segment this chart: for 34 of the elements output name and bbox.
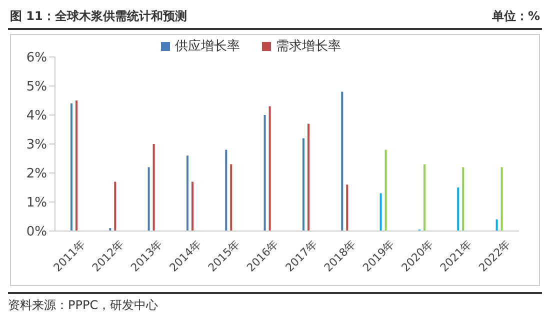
bar [268, 106, 271, 231]
chart-title: 图 11：全球木浆供需统计和预测 [10, 8, 187, 25]
bar [70, 103, 72, 231]
bar [148, 167, 150, 231]
bar [225, 150, 228, 231]
legend-label: 需求增长率 [275, 38, 341, 55]
bar [230, 164, 232, 231]
bar [341, 92, 344, 231]
bar [152, 144, 155, 231]
chart-subtitle: 单位：% [492, 8, 540, 25]
bar [191, 182, 194, 231]
bar [75, 100, 78, 231]
bar [264, 115, 266, 231]
bar [423, 164, 426, 231]
bar [114, 182, 116, 231]
y-tick-label: 2% [26, 166, 47, 182]
legend-label: 供应增长率 [174, 38, 240, 55]
bar [346, 184, 348, 231]
y-tick-label: 4% [26, 108, 47, 124]
bar [307, 124, 310, 231]
bar [462, 167, 464, 231]
y-tick-label: 6% [26, 50, 47, 66]
bar [384, 150, 387, 231]
y-tick-label: 0% [26, 224, 47, 240]
bar [302, 138, 304, 231]
y-tick-label: 5% [26, 80, 47, 95]
bar [496, 219, 498, 231]
y-tick-label: 3% [26, 138, 47, 153]
bar [500, 167, 503, 231]
y-tick-label: 1% [26, 196, 47, 211]
bar [186, 156, 188, 231]
text: 资料来源：PPPC，研发中心 [8, 297, 160, 314]
bar [380, 193, 382, 231]
bar [457, 188, 460, 231]
